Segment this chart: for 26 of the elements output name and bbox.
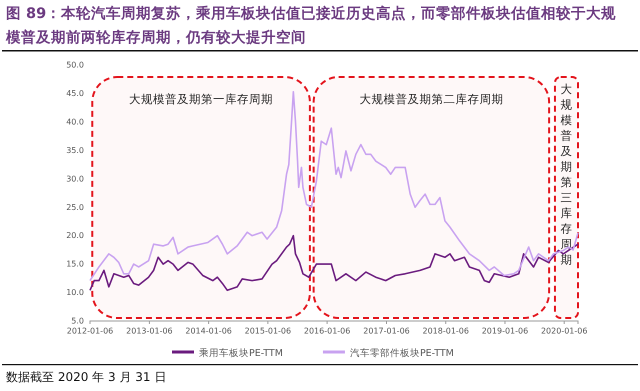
chart-title: 图 89：本轮汽车周期复苏，乘用车板块估值已接近历史高点，而零部件板块估值相较于大规模普及期前两轮库存周期，仍有较大提升空间 (5, 4, 616, 46)
x-tick-label: 2012-01-06 (66, 326, 114, 336)
x-tick-label: 2018-01-06 (422, 326, 469, 336)
y-tick-label: 30.0 (66, 174, 84, 184)
x-tick-label: 2013-01-06 (126, 326, 173, 336)
x-tick-label: 2014-01-06 (185, 326, 232, 336)
x-tick-label: 2020-01-06 (540, 326, 588, 336)
band-label: 大规模普及期第一库存周期 (129, 92, 274, 106)
x-tick-label: 2019-01-06 (482, 326, 528, 336)
line-series (89, 234, 579, 292)
x-tick-label: 2017-01-06 (363, 326, 410, 336)
y-tick-label: 15.0 (66, 260, 84, 269)
x-tick-label: 2016-01-06 (304, 326, 350, 336)
y-tick-label: 20.0 (66, 231, 84, 240)
legend-label: 汽车零部件板块PE-TTM (350, 347, 454, 359)
x-tick-label: 2015-01-06 (244, 326, 292, 336)
legend-label: 乘用车板块PE-TTM (199, 347, 283, 359)
y-tick-label: 25.0 (66, 202, 84, 212)
y-tick-label: 40.0 (66, 117, 84, 126)
y-tick-label: 50.0 (66, 60, 84, 70)
y-tick-label: 45.0 (66, 89, 84, 98)
y-tick-label: 5.0 (71, 316, 84, 326)
text: 数据截至 2020 年 3 月 31 日 (6, 370, 166, 384)
y-tick-label: 10.0 (66, 288, 84, 298)
band-label: 大规模普及期第二库存周期 (359, 92, 504, 106)
y-tick-label: 35.0 (66, 146, 84, 155)
